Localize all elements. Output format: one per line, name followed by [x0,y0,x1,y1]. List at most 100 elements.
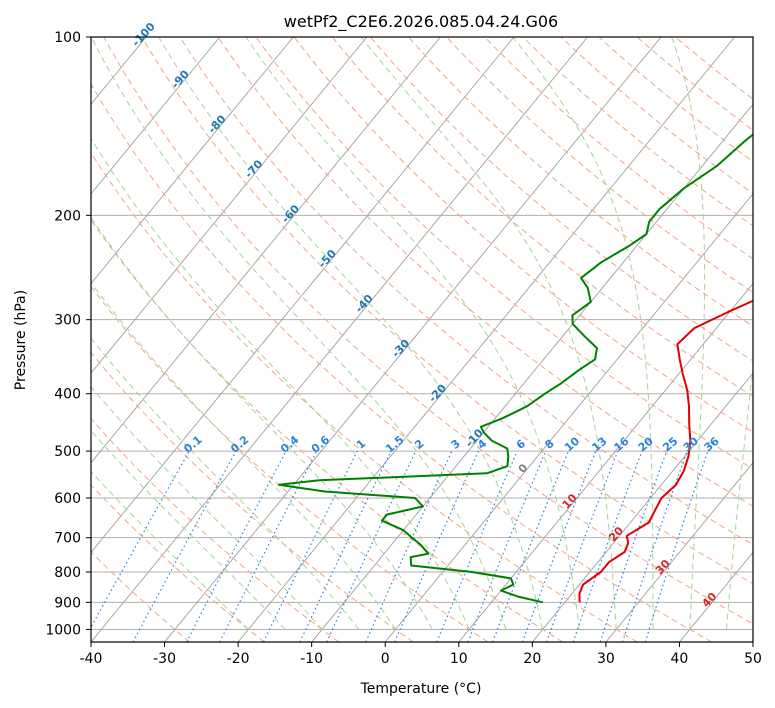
mixing-ratio-line [186,450,287,642]
x-axis-label: Temperature (°C) [360,681,482,697]
mixing-ratio-line [572,450,643,642]
dry-adiabat-line [522,37,753,227]
isotherm-label: -100 [129,20,158,49]
mixing-ratio-line [622,450,688,642]
isotherm-line [91,37,441,464]
x-tick-label: -30 [153,651,176,667]
moist-adiabat-line [726,363,753,630]
dewpoint-profile-line [277,133,753,604]
isotherm-line [384,193,753,642]
isotherm-label: 30 [653,557,673,577]
moist-adiabat-line [245,37,580,630]
y-tick-label: 400 [54,387,81,403]
isotherm-line [91,37,368,374]
mixing-ratio-line [326,450,417,642]
isotherm-label: 40 [699,590,719,610]
isotherm-line [679,551,753,642]
x-tick-label: -10 [300,651,323,667]
mixing-ratio-label: 2 [412,437,426,452]
isoline-labels: 0.1 0.2 0.4 0.6 1 1.5 2 3 4 6 8 10 13 16 20 25 30 36-100-… [129,20,721,610]
isotherm-line [237,37,735,642]
mixing-ratio-line [436,450,518,642]
moist-adiabat-line [671,37,706,630]
plot-frame [90,36,754,643]
dry-adiabat-line [91,151,638,642]
isotherm-line [91,37,515,554]
dry-adiabat-line [674,37,753,100]
isotherm-label: -60 [279,202,302,226]
x-tick-label: -40 [80,651,103,667]
isotherm-label: 0 [516,461,531,476]
mixing-ratio-line [599,450,668,642]
dry-adiabat-line [179,37,753,546]
moist-adiabat-line [91,385,323,630]
mixing-ratio-line [467,450,547,642]
y-tick-label: 300 [54,313,81,329]
x-tick-label: 40 [671,651,689,667]
moist-adiabat-line [91,337,360,630]
mixing-ratio-label: 8 [542,437,556,452]
mixing-ratio-label: 0.2 [228,433,251,455]
mixing-ratio-label: 0.4 [278,433,302,456]
mixing-ratio-line [262,450,358,642]
isotherm-label: -80 [206,112,229,136]
mixing-ratio-line [546,450,619,642]
mixing-ratio-label: 3 [449,437,463,452]
isotherm-line [458,282,753,642]
dry-adiabat-line [255,37,753,470]
y-tick-label: 900 [54,595,81,611]
isotherm-line [91,37,294,285]
isotherm-line [91,37,588,642]
profile-lines [277,133,753,604]
x-tick-label: -20 [227,651,250,667]
mixing-ratio-line [132,450,237,642]
dry-adiabat-line [446,37,753,293]
x-tick-label: 20 [523,651,541,667]
moist-adiabat-line [91,281,396,630]
isotherm-label: -40 [353,292,376,316]
y-tick-label: 200 [54,208,81,224]
moist-adiabat-line [512,37,654,630]
dry-adiabat-line [293,37,753,433]
x-axis: -40 -30 -20 -10 0 10 20 30 40 50 [80,642,762,667]
mixing-ratio-line [644,450,709,642]
y-tick-label: 600 [54,491,81,507]
y-axis: 100 200 300 400 500 600 700 800 900 1000 [45,30,91,638]
moist-adiabat-line [360,37,617,630]
dry-adiabat-line [370,37,753,362]
moist-adiabat-line [91,37,507,630]
mixing-ratio-line [521,450,597,642]
moist-adiabat-line [91,216,433,630]
x-tick-label: 0 [381,651,390,667]
dry-adiabat-line [91,83,713,642]
isotherm-label: 20 [606,524,626,544]
mixing-ratio-label: 0.6 [309,433,333,456]
dry-adiabat-line [91,351,414,642]
moist-adiabat-line [91,470,249,630]
y-tick-label: 700 [54,531,81,547]
mixing-ratio-label: 1 [354,437,368,452]
isotherm-label: -30 [389,337,412,361]
dry-adiabat-line [91,285,489,642]
dry-adiabat-line [91,417,340,642]
y-tick-label: 1000 [45,622,81,638]
mixing-ratio-line [219,450,318,642]
mixing-ratio-line [492,450,569,642]
moist-adiabat-line [158,37,544,630]
y-tick-label: 800 [54,565,81,581]
isotherm-line [0,37,73,642]
mixing-ratio-label: 1.5 [383,433,406,455]
mixing-ratio-label: 0.1 [181,433,204,455]
dry-adiabat-line [636,37,753,131]
isotherm-label: 10 [560,491,580,511]
isotherm-line [752,641,753,642]
chart-title: wetPf2_C2E6.2026.085.04.24.G06 [284,12,558,32]
y-axis-label: Pressure (hPa) [13,290,29,390]
isotherm-label: -90 [169,68,192,92]
moist-adiabat-line [91,429,286,630]
isotherm-label: -70 [242,157,265,181]
temperature-profile-line [578,299,753,603]
moist-adiabat-line [91,137,470,630]
dry-adiabat-line [91,219,563,642]
